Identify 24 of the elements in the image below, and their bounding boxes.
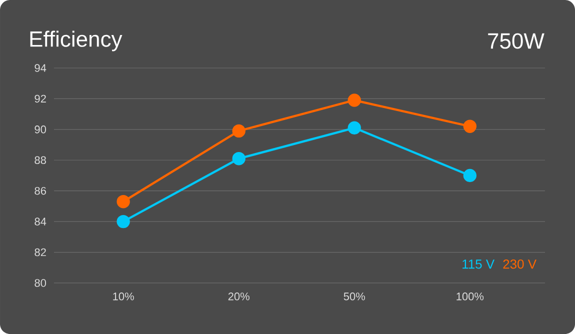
point — [348, 94, 361, 107]
x-tick-label: 50% — [344, 292, 365, 300]
point — [232, 124, 246, 138]
y-tick-label: 94 — [34, 64, 46, 72]
y-tick-label: 82 — [34, 248, 46, 256]
point — [116, 214, 130, 228]
y-tick-label: 84 — [34, 218, 46, 226]
point — [116, 194, 130, 208]
y-tick-label: 92 — [34, 94, 46, 103]
x-tick-label: 20% — [228, 292, 250, 300]
y-tick-label: 88 — [34, 156, 46, 164]
point — [232, 152, 246, 166]
chart-subtitle: 750W — [488, 33, 544, 49]
y-tick-label: 86 — [34, 186, 46, 195]
point — [463, 120, 476, 133]
text: 115 V — [462, 260, 495, 269]
x-tick-label: 100% — [456, 292, 484, 300]
point — [348, 121, 361, 134]
x-tick-label: 10% — [113, 292, 134, 300]
y-tick-label: 90 — [34, 126, 46, 134]
chart-title: Efficiency — [30, 30, 122, 52]
text: 230 V — [503, 259, 536, 269]
y-tick-label: 80 — [34, 279, 46, 287]
point — [463, 168, 476, 182]
